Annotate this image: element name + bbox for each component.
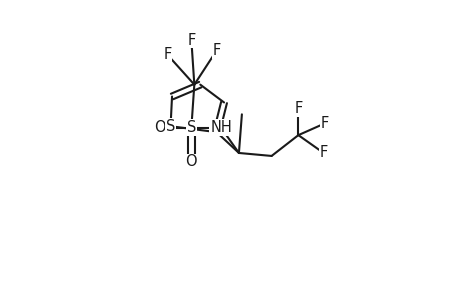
Text: O: O — [154, 120, 166, 135]
Text: F: F — [294, 101, 302, 116]
Text: F: F — [187, 32, 195, 47]
Text: F: F — [212, 43, 220, 58]
Text: F: F — [320, 116, 329, 131]
Text: S: S — [166, 119, 175, 134]
Text: O: O — [185, 154, 197, 169]
Text: F: F — [319, 146, 327, 160]
Text: S: S — [186, 120, 196, 135]
Text: F: F — [163, 47, 171, 62]
Text: NH: NH — [210, 120, 231, 135]
